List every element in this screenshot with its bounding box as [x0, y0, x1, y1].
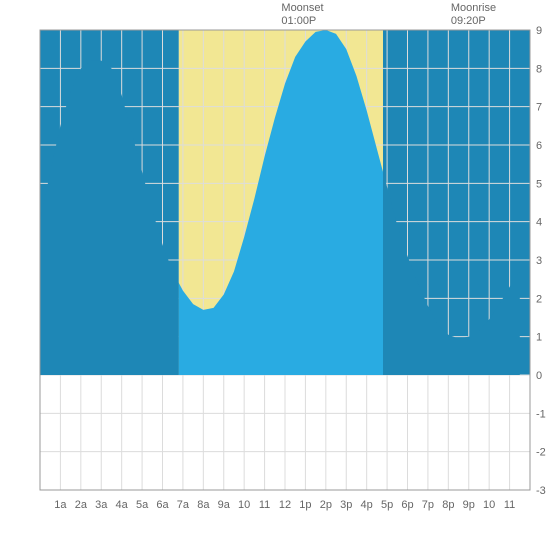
- svg-text:2: 2: [536, 293, 542, 305]
- svg-text:-3: -3: [536, 485, 546, 497]
- svg-text:10: 10: [483, 499, 495, 511]
- svg-text:6p: 6p: [401, 499, 413, 511]
- svg-text:6a: 6a: [156, 499, 169, 511]
- svg-text:2p: 2p: [320, 499, 332, 511]
- svg-text:-2: -2: [536, 447, 546, 459]
- svg-text:1p: 1p: [299, 499, 311, 511]
- svg-text:3a: 3a: [95, 499, 108, 511]
- svg-text:10: 10: [238, 499, 250, 511]
- svg-text:8p: 8p: [442, 499, 454, 511]
- svg-text:4p: 4p: [361, 499, 373, 511]
- svg-text:3: 3: [536, 255, 542, 267]
- svg-text:7p: 7p: [422, 499, 434, 511]
- tide-chart: -3-2-101234567891a2a3a4a5a6a7a8a9a101112…: [0, 0, 550, 550]
- svg-text:7a: 7a: [177, 499, 190, 511]
- svg-text:0: 0: [536, 370, 542, 382]
- moonrise-title: Moonrise: [451, 2, 496, 15]
- svg-text:6: 6: [536, 140, 542, 152]
- svg-text:1a: 1a: [54, 499, 67, 511]
- svg-text:1: 1: [536, 332, 542, 344]
- svg-text:12: 12: [279, 499, 291, 511]
- svg-text:11: 11: [504, 499, 515, 511]
- svg-text:-1: -1: [536, 408, 546, 420]
- svg-text:11: 11: [259, 499, 270, 511]
- svg-text:5: 5: [536, 178, 542, 190]
- svg-text:8a: 8a: [197, 499, 210, 511]
- svg-text:9p: 9p: [463, 499, 475, 511]
- svg-text:5p: 5p: [381, 499, 393, 511]
- moonset-title: Moonset: [281, 2, 323, 15]
- svg-text:9a: 9a: [218, 499, 231, 511]
- moonset-time: 01:00P: [281, 15, 323, 28]
- moonset-annotation: Moonset 01:00P: [281, 2, 323, 28]
- moonrise-time: 09:20P: [451, 15, 496, 28]
- svg-text:8: 8: [536, 63, 542, 75]
- svg-text:7: 7: [536, 102, 542, 114]
- svg-text:4: 4: [536, 217, 542, 229]
- moonrise-annotation: Moonrise 09:20P: [451, 2, 496, 28]
- svg-text:3p: 3p: [340, 499, 352, 511]
- svg-text:9: 9: [536, 25, 542, 37]
- svg-text:4a: 4a: [116, 499, 129, 511]
- svg-text:2a: 2a: [75, 499, 88, 511]
- svg-text:5a: 5a: [136, 499, 149, 511]
